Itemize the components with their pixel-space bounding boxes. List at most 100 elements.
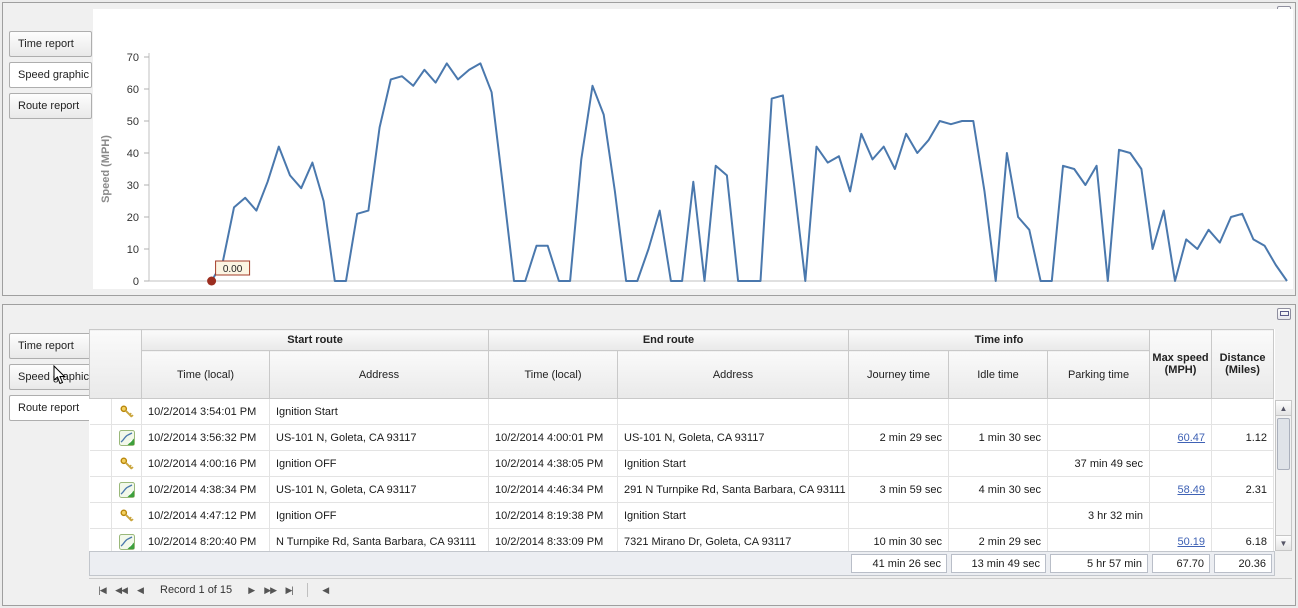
group-header-time-info[interactable]: Time info — [847, 329, 1151, 351]
column-header-journey-time[interactable]: Journey time — [848, 350, 949, 399]
group-header-start-route[interactable]: Start route — [141, 329, 489, 351]
start-address-cell: US-101 N, Goleta, CA 93117 — [269, 424, 489, 451]
max-speed-link[interactable]: 60.47 — [1177, 431, 1206, 444]
end-time-cell: 10/2/2014 8:33:09 PM — [488, 528, 618, 551]
vertical-scrollbar[interactable]: ▲ ▼ — [1275, 400, 1292, 551]
start-time-cell: 10/2/2014 3:56:32 PM — [141, 424, 270, 451]
y-tick-label: 0 — [133, 276, 139, 288]
max-speed-cell — [1149, 450, 1213, 477]
collapse-panel-icon[interactable] — [1277, 308, 1291, 320]
column-header-idle-time[interactable]: Idle time — [948, 350, 1048, 399]
scroll-up-icon[interactable]: ▲ — [1276, 401, 1291, 416]
idle-time-cell — [948, 398, 1048, 425]
start-address-cell: US-101 N, Goleta, CA 93117 — [269, 476, 489, 503]
route-table: Start route End route Time info Max spee… — [89, 329, 1275, 551]
start-address-cell: N Turnpike Rd, Santa Barbara, CA 93111 — [269, 528, 489, 551]
tab-time-report[interactable]: Time report — [9, 333, 92, 359]
end-time-cell: 10/2/2014 4:00:01 PM — [488, 424, 618, 451]
prev-record-icon[interactable]: ◀ — [137, 584, 144, 595]
table-row[interactable]: 10/2/2014 3:56:32 PM US-101 N, Goleta, C… — [89, 424, 1275, 451]
scroll-down-icon[interactable]: ▼ — [1276, 535, 1291, 550]
distance-cell — [1211, 502, 1275, 529]
next-record-icon[interactable]: ▶ — [248, 584, 255, 595]
column-header-max-speed[interactable]: Max speed (MPH) — [1149, 329, 1213, 399]
end-address-cell: 291 N Turnpike Rd, Santa Barbara, CA 931… — [617, 476, 849, 503]
row-indicator — [89, 398, 112, 425]
tab-route-report[interactable]: Route report — [9, 395, 92, 421]
max-speed-link[interactable]: 58.49 — [1177, 483, 1206, 496]
journey-time-cell: 3 min 59 sec — [848, 476, 949, 503]
end-time-cell: 10/2/2014 4:38:05 PM — [488, 450, 618, 477]
tab-speed-graphic[interactable]: Speed graphic — [9, 62, 92, 88]
group-header-end-route[interactable]: End route — [488, 329, 849, 351]
start-address-cell: Ignition Start — [269, 398, 489, 425]
end-time-cell: 10/2/2014 8:19:38 PM — [488, 502, 618, 529]
parking-time-cell — [1047, 528, 1151, 551]
route-icon — [119, 431, 135, 443]
last-record-icon[interactable]: ▶| — [285, 584, 294, 595]
max-speed-cell — [1149, 502, 1213, 529]
route-icon — [119, 483, 135, 495]
hscroll-left-icon[interactable]: ◀ — [322, 584, 329, 595]
end-time-cell: 10/2/2014 4:46:34 PM — [488, 476, 618, 503]
table-row[interactable]: 10/2/2014 4:38:34 PM US-101 N, Goleta, C… — [89, 476, 1275, 503]
marker-label: 0.00 — [223, 264, 243, 275]
column-header-start-address[interactable]: Address — [269, 350, 489, 399]
column-header-distance[interactable]: Distance (Miles) — [1211, 329, 1275, 399]
end-address-cell: US-101 N, Goleta, CA 93117 — [617, 424, 849, 451]
tab-route-report[interactable]: Route report — [9, 93, 92, 119]
start-time-cell: 10/2/2014 8:20:40 PM — [141, 528, 270, 551]
end-time-cell — [488, 398, 618, 425]
summary-max-speed: 67.70 — [1152, 554, 1210, 573]
distance-cell — [1211, 398, 1275, 425]
max-speed-link[interactable]: 50.19 — [1177, 535, 1206, 548]
summary-journey-time: 41 min 26 sec — [851, 554, 947, 573]
table-row[interactable]: 10/2/2014 4:47:12 PM Ignition OFF 10/2/2… — [89, 502, 1275, 529]
summary-parking-time: 5 hr 57 min — [1050, 554, 1148, 573]
summary-distance: 20.36 — [1214, 554, 1272, 573]
row-indicator-header — [89, 329, 142, 399]
speed-chart: Speed (MPH) 0 10 20 30 40 50 60 70 0.00 — [93, 9, 1293, 289]
first-record-icon[interactable]: |◀ — [98, 584, 106, 595]
max-speed-cell — [1149, 398, 1213, 425]
speed-graphic-panel: Time report Speed graphic Route report S… — [2, 2, 1296, 296]
table-row[interactable]: 10/2/2014 4:00:16 PM Ignition OFF 10/2/2… — [89, 450, 1275, 477]
marker-label-box — [215, 260, 251, 276]
navigator-separator — [307, 582, 309, 597]
column-header-start-time[interactable]: Time (local) — [141, 350, 270, 399]
parking-time-cell — [1047, 476, 1151, 503]
table-row[interactable]: 10/2/2014 3:54:01 PM Ignition Start — [89, 398, 1275, 425]
column-header-parking-time[interactable]: Parking time — [1046, 350, 1151, 399]
tab-speed-graphic[interactable]: Speed graphic — [9, 364, 92, 390]
end-address-cell: Ignition Start — [617, 450, 849, 477]
record-navigator: |◀ ◀◀ ◀ Record 1 of 15 ▶ ▶▶ ▶| ◀ — [89, 578, 1292, 600]
parking-time-cell — [1047, 424, 1151, 451]
distance-cell: 2.31 — [1211, 476, 1275, 503]
route-report-panel: Time report Speed graphic Route report S… — [2, 304, 1296, 606]
column-header-end-address[interactable]: Address — [617, 350, 849, 399]
prev-page-icon[interactable]: ◀◀ — [115, 584, 128, 595]
tab-time-report[interactable]: Time report — [9, 31, 92, 57]
column-header-end-time[interactable]: Time (local) — [488, 350, 618, 399]
idle-time-cell: 4 min 30 sec — [948, 476, 1048, 503]
summary-row: 41 min 26 sec 13 min 49 sec 5 hr 57 min … — [89, 551, 1275, 576]
speed-line-chart: Speed (MPH) 0 10 20 30 40 50 60 70 0.00 — [100, 52, 1288, 288]
row-indicator — [89, 502, 112, 529]
row-indicator — [89, 424, 112, 451]
row-indicator — [89, 476, 112, 503]
y-tick-label: 20 — [127, 212, 139, 224]
table-row[interactable]: 10/2/2014 8:20:40 PM N Turnpike Rd, Sant… — [89, 528, 1275, 551]
bottom-tabstrip: Time report Speed graphic Route report — [9, 333, 93, 426]
journey-time-cell — [848, 398, 949, 425]
end-address-cell: Ignition Start — [617, 502, 849, 529]
scrollbar-thumb[interactable] — [1277, 418, 1290, 470]
next-page-icon[interactable]: ▶▶ — [264, 584, 277, 595]
key-icon — [119, 509, 135, 521]
start-address-cell: Ignition OFF — [269, 450, 489, 477]
journey-time-cell — [848, 502, 949, 529]
summary-idle-time: 13 min 49 sec — [951, 554, 1046, 573]
speed-series-line — [210, 62, 1288, 282]
y-tick-label: 50 — [127, 116, 139, 128]
distance-cell — [1211, 450, 1275, 477]
idle-time-cell: 2 min 29 sec — [948, 528, 1048, 551]
